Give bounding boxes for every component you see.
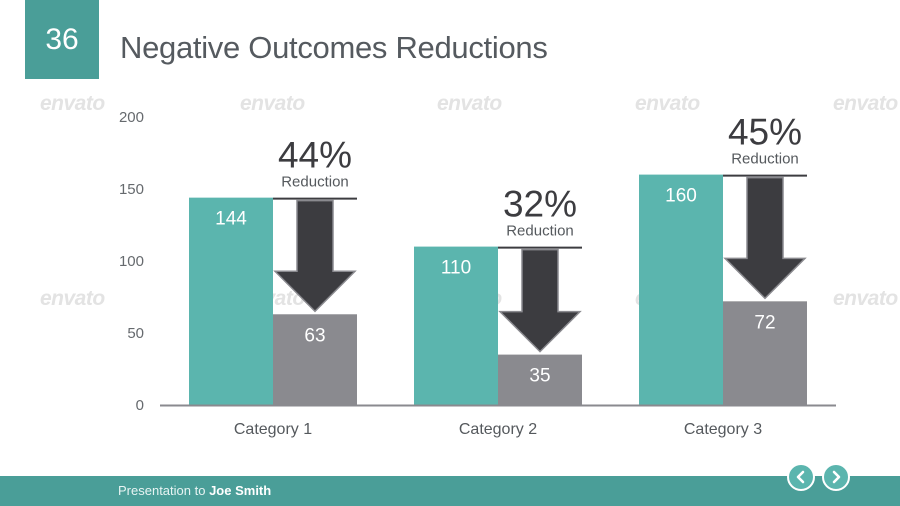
watermark-text: envato [437, 92, 502, 115]
next-slide-button[interactable] [822, 463, 850, 491]
footer-text: Presentation to Joe Smith [118, 483, 271, 498]
watermark-text: envato [240, 92, 305, 115]
y-tick-label: 150 [119, 181, 144, 198]
bar-before [414, 246, 498, 405]
bar-before-value: 160 [665, 186, 697, 207]
y-tick-label: 100 [119, 253, 144, 270]
bar-after [273, 314, 357, 405]
y-tick-label: 0 [136, 397, 144, 414]
reduction-label: Reduction [281, 174, 349, 191]
watermark-text: envato [40, 92, 105, 115]
footer-bar: Presentation to Joe Smith [0, 476, 900, 506]
bar-after-value: 35 [529, 366, 550, 387]
x-category-label: Category 2 [459, 421, 537, 438]
reduction-percent: 32% [503, 184, 577, 225]
previous-slide-button[interactable] [787, 463, 815, 491]
reduction-arrow [273, 199, 357, 313]
chevron-left-icon [796, 470, 805, 484]
watermark-text: envato [40, 287, 105, 310]
bar-before-value: 144 [215, 209, 247, 230]
reduction-arrow [498, 248, 582, 353]
footer-prefix: Presentation to [118, 483, 206, 498]
bar-before-value: 110 [441, 258, 471, 279]
presenter-name: Joe Smith [209, 483, 272, 498]
bar-after-value: 63 [304, 325, 325, 346]
x-category-label: Category 1 [234, 421, 312, 438]
x-category-label: Category 3 [684, 421, 762, 438]
slide-title: Negative Outcomes Reductions [120, 30, 548, 65]
bar-after-value: 72 [754, 312, 775, 333]
watermark-text: envato [833, 287, 898, 310]
reduction-percent: 44% [278, 135, 352, 176]
slide-number: 36 [25, 0, 99, 79]
reduction-percent: 45% [728, 112, 802, 153]
bar-before [639, 174, 723, 405]
reduction-label: Reduction [506, 223, 574, 240]
bar-after [723, 301, 807, 405]
watermark-text: envato [833, 92, 898, 115]
y-tick-label: 50 [127, 325, 144, 342]
bar-after [498, 354, 582, 405]
reduction-arrow [723, 176, 807, 300]
y-tick-label: 200 [119, 109, 144, 126]
bar-before [189, 197, 273, 405]
reduction-label: Reduction [731, 151, 799, 168]
watermark-text: envato [635, 92, 700, 115]
chevron-right-icon [832, 470, 841, 484]
